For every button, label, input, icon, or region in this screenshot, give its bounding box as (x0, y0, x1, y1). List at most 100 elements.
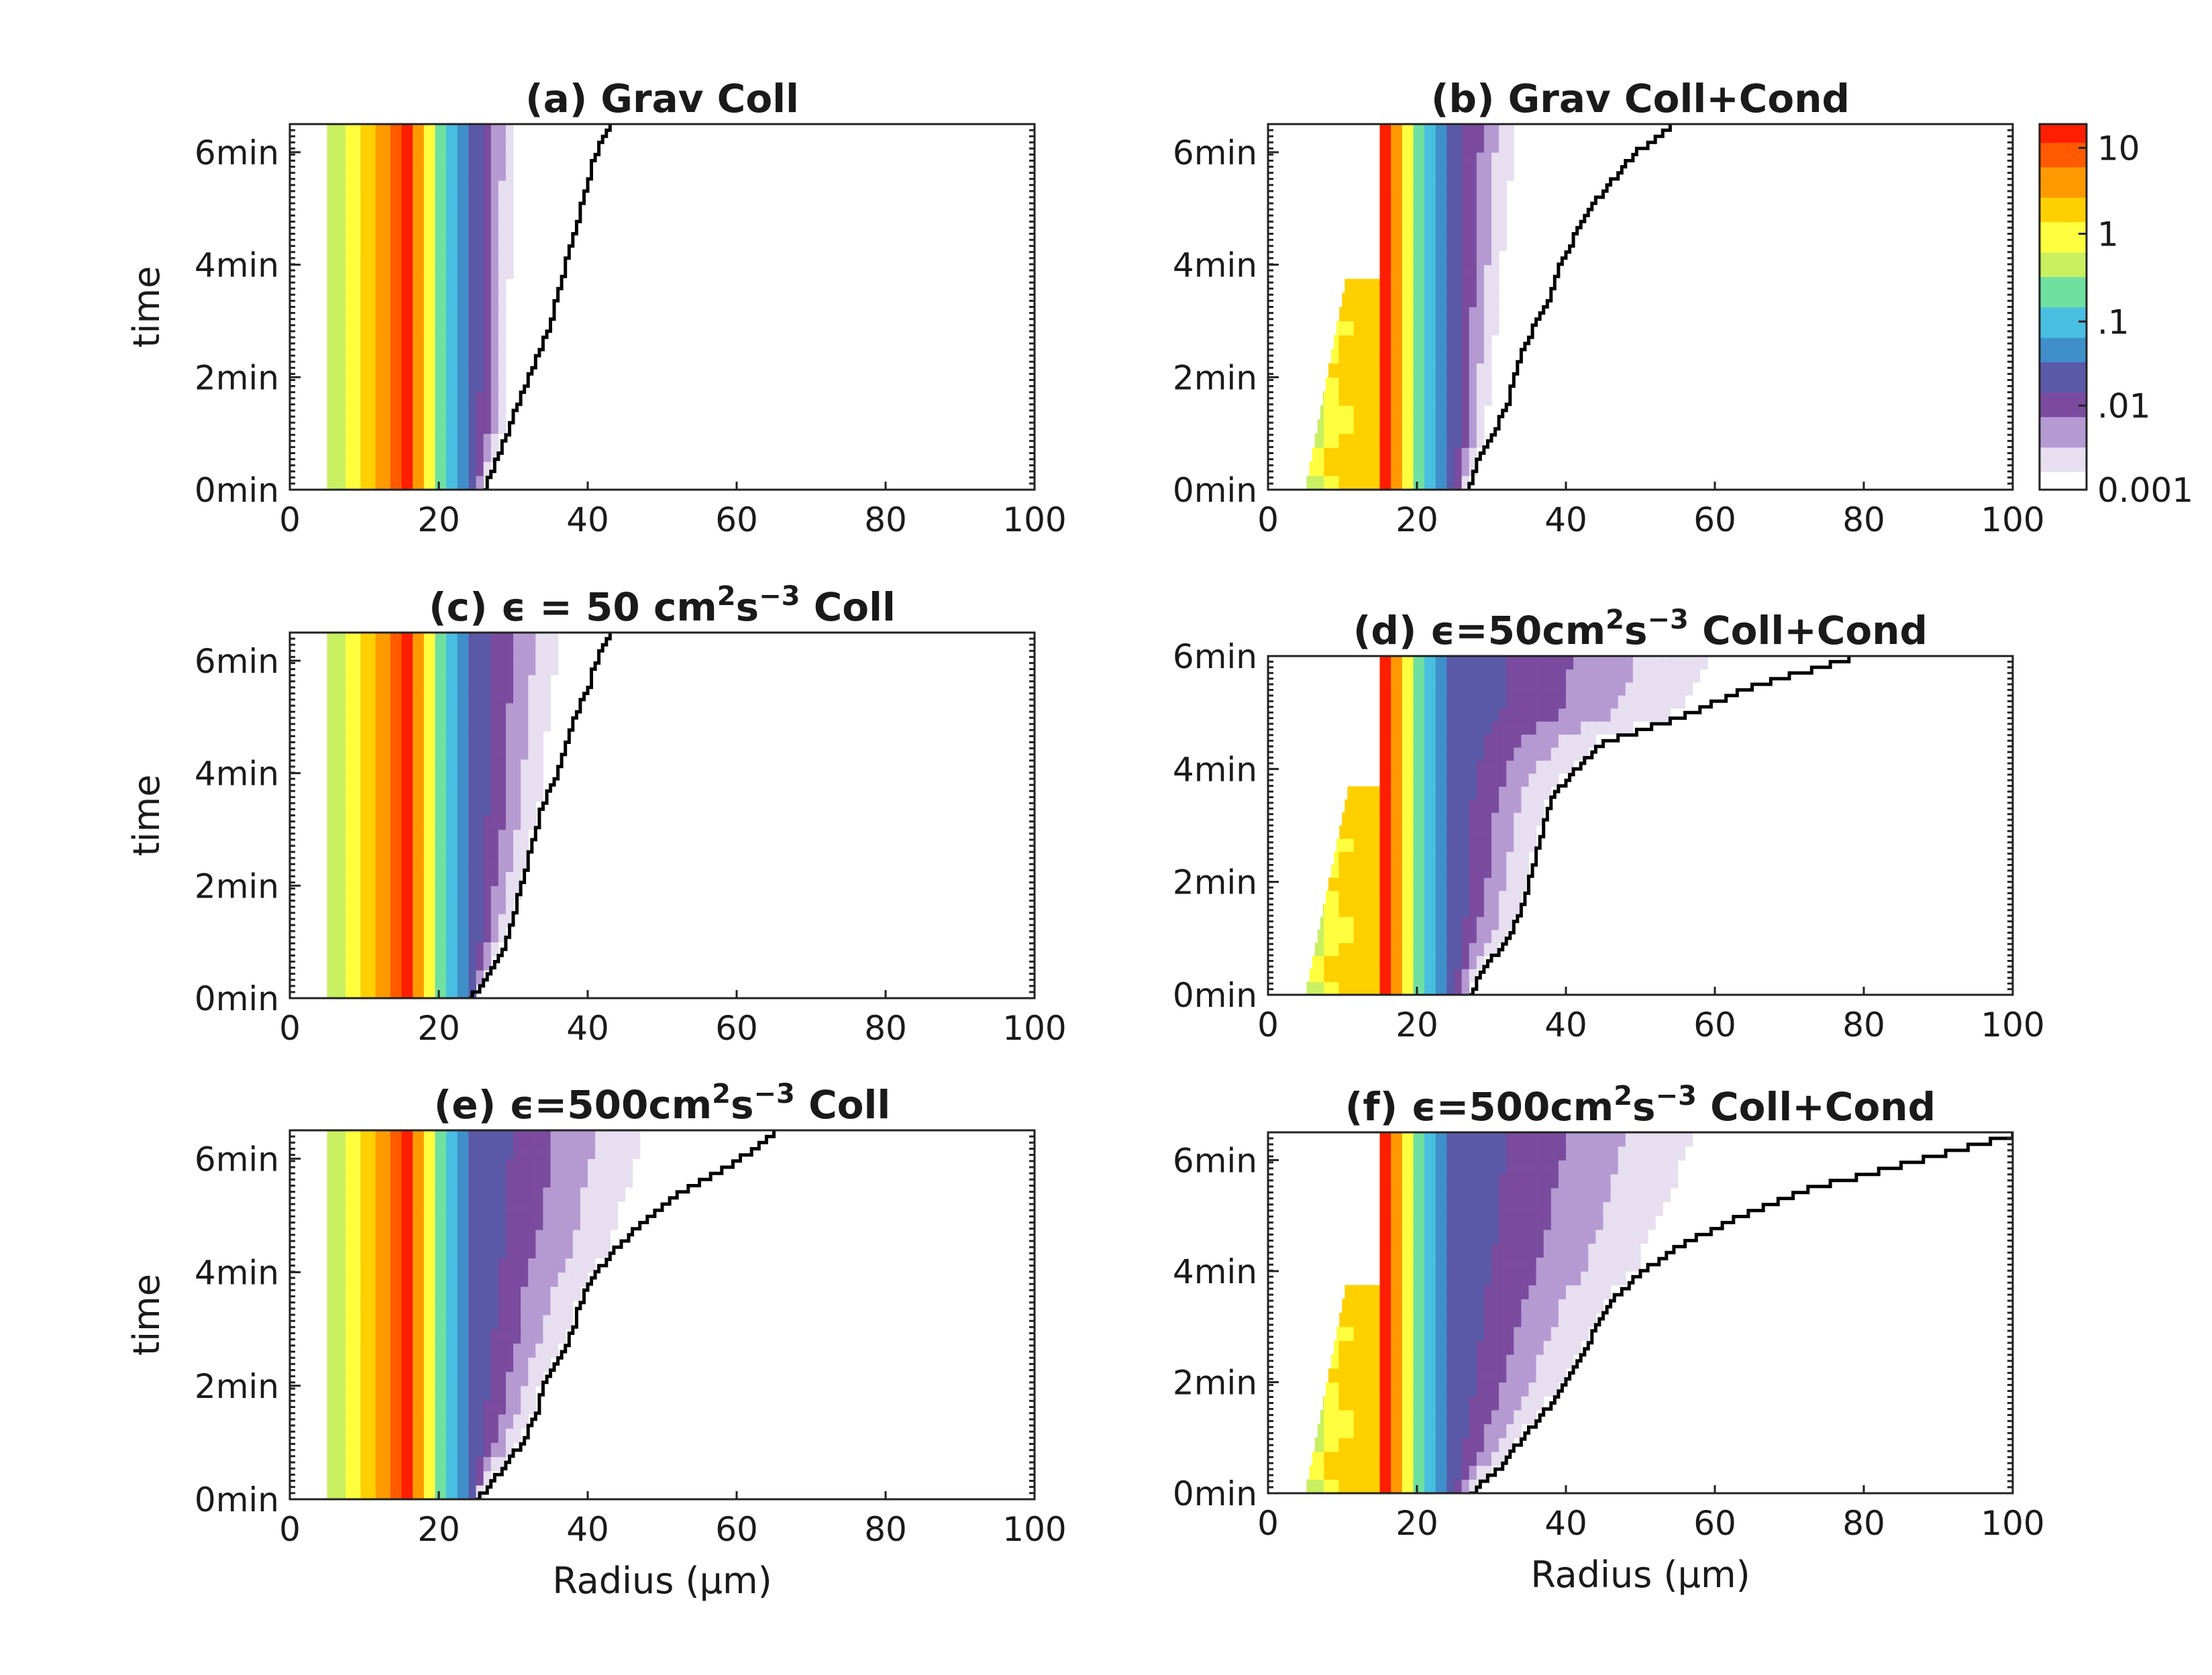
heatmap-cell (565, 1158, 574, 1174)
heatmap-cell (1353, 969, 1369, 983)
heatmap-cell (565, 1215, 574, 1230)
heatmap-cell (1536, 708, 1544, 722)
heatmap-cell (1573, 682, 1581, 696)
heatmap-cell (1566, 1132, 1574, 1147)
heatmap-cell (375, 1470, 391, 1486)
heatmap-cell (1558, 656, 1567, 670)
heatmap-cell (483, 1470, 492, 1486)
heatmap-cell (490, 928, 499, 942)
heatmap-cell (1595, 1132, 1604, 1147)
heatmap-cell (1476, 825, 1485, 839)
heatmap-cell (468, 236, 477, 252)
heatmap-cell (435, 1371, 447, 1387)
heatmap-cell (346, 222, 362, 237)
heatmap-cell (1625, 695, 1634, 709)
heatmap-cell (1610, 1243, 1619, 1258)
heatmap-cell (490, 674, 499, 690)
heatmap-cell (595, 1201, 603, 1216)
heatmap-cell (390, 335, 403, 349)
x-axis-label: Radius (μm) (1530, 1554, 1750, 1596)
heatmap-cell (390, 1144, 403, 1159)
heatmap-cell (1424, 877, 1436, 891)
heatmap-cell (375, 1371, 391, 1387)
heatmap-cell (1632, 1160, 1641, 1175)
heatmap-cell (490, 1371, 499, 1387)
heatmap-cell (457, 377, 469, 392)
heatmap-cell (1379, 825, 1391, 839)
heatmap-cell (375, 1272, 391, 1287)
heatmap-cell (375, 829, 391, 845)
heatmap-cell (1379, 278, 1391, 294)
heatmap-cell (1413, 180, 1425, 195)
heatmap-cell (1424, 419, 1436, 434)
heatmap-cell (498, 349, 507, 364)
heatmap-cell (446, 928, 458, 942)
heatmap-cell (446, 773, 458, 788)
heatmap-cell (476, 900, 484, 914)
heatmap-cell (535, 745, 543, 760)
heatmap-cell (1573, 1174, 1581, 1189)
heatmap-cell (550, 646, 559, 661)
heatmap-cell (1353, 335, 1369, 349)
heatmap-cell (1625, 721, 1634, 735)
heatmap-cell (1461, 377, 1470, 392)
heatmap-cell (1461, 708, 1470, 722)
heatmap-cell (1424, 1465, 1436, 1480)
heatmap-cell (457, 660, 469, 676)
heatmap-cell (1514, 1271, 1522, 1286)
heatmap-cell (476, 829, 484, 845)
heatmap-cell (435, 1315, 447, 1330)
heatmap-cell (1368, 335, 1381, 349)
heatmap-cell (1391, 1382, 1403, 1397)
heatmap-cell (457, 462, 469, 476)
heatmap-cell (476, 646, 484, 661)
heatmap-cell (346, 646, 362, 661)
heatmap-cell (1483, 825, 1492, 839)
heatmap-cell (1328, 1368, 1340, 1383)
heatmap-cell (476, 1201, 484, 1216)
heatmap-cell (1536, 1257, 1544, 1272)
heatmap-cell (1663, 1174, 1671, 1189)
heatmap-cell (457, 928, 469, 942)
heatmap-cell (1663, 1160, 1671, 1175)
heatmap-cell (457, 1484, 469, 1499)
heatmap-cell (1446, 307, 1455, 322)
heatmap-cell (1558, 695, 1567, 709)
heatmap-cell (1543, 1340, 1552, 1355)
heatmap-cell (558, 1158, 566, 1174)
heatmap-cell (346, 885, 362, 900)
heatmap-cell (1499, 825, 1507, 839)
heatmap-cell (1469, 250, 1477, 266)
heatmap-cell (1391, 916, 1403, 930)
heatmap-cell (413, 1158, 425, 1174)
heatmap-cell (1322, 904, 1324, 918)
heatmap-cell (390, 1315, 403, 1330)
heatmap-cell (521, 815, 529, 830)
heatmap-cell (375, 674, 391, 690)
heatmap-cell (360, 349, 376, 364)
heatmap-cell (505, 1442, 514, 1458)
heatmap-cell (1342, 292, 1355, 308)
heatmap-cell (602, 1158, 611, 1174)
heatmap-cell (1595, 721, 1604, 735)
heatmap-cell (543, 702, 551, 718)
heatmap-cell (1491, 236, 1499, 252)
heatmap-cell (550, 1286, 559, 1301)
heatmap-cell (1521, 760, 1530, 774)
heatmap-cell (360, 1215, 376, 1230)
x-tick-label: 100 (1981, 1504, 2044, 1543)
heatmap-cell (360, 928, 376, 942)
heatmap-cell (1528, 773, 1537, 787)
heatmap-cell (1424, 955, 1436, 969)
heatmap-cell (483, 1158, 492, 1174)
heatmap-cell (1550, 747, 1559, 761)
heatmap-cell (468, 1158, 477, 1174)
colorbar-segment (2040, 264, 2087, 271)
heatmap-cell (1566, 1160, 1574, 1175)
colorbar-segment (2040, 368, 2087, 375)
heatmap-cell (1491, 1257, 1499, 1272)
heatmap-cell (423, 1258, 436, 1273)
heatmap-cell (1536, 773, 1544, 787)
heatmap-cell (1454, 166, 1463, 181)
